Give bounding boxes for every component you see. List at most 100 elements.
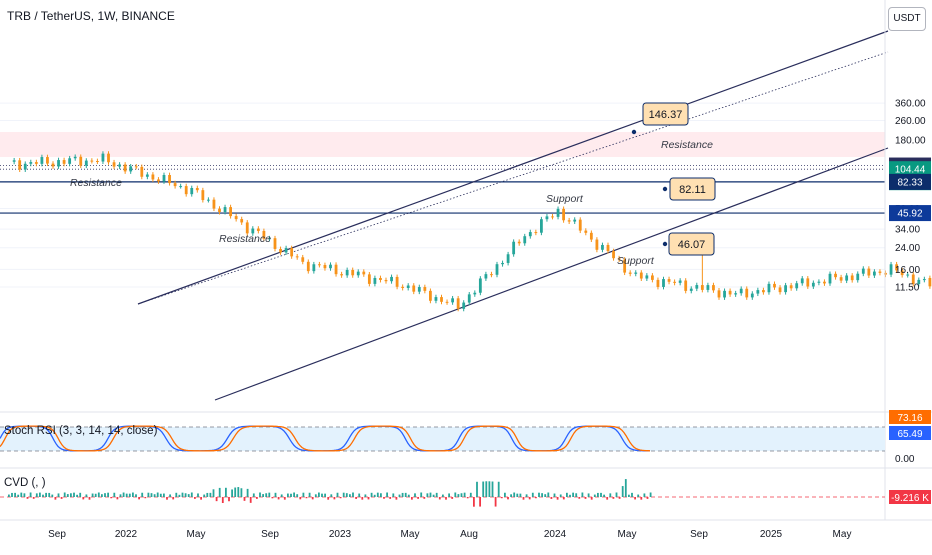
candle-body <box>506 254 510 263</box>
cvd-bar <box>110 497 113 499</box>
cvd-title: CVD (, ) <box>4 477 46 489</box>
cvd-bar <box>606 497 609 500</box>
cvd-bar <box>516 493 519 497</box>
candle-body <box>134 166 138 168</box>
candle-body <box>79 156 83 166</box>
cvd-bar <box>572 492 574 497</box>
candle-body <box>512 241 516 255</box>
time-tick-label: Sep <box>261 529 279 540</box>
cvd-bar <box>51 494 54 497</box>
price-callout-text: 46.07 <box>678 239 706 251</box>
candle-body <box>279 248 282 253</box>
cvd-bar <box>135 494 137 497</box>
candle-body <box>207 199 210 201</box>
candle-body <box>423 287 427 291</box>
chart-annotation: Resistance <box>219 233 271 245</box>
candle-body <box>501 262 504 265</box>
cvd-bar <box>535 497 537 499</box>
candle-body <box>484 274 488 279</box>
cvd-bar <box>469 492 472 497</box>
candle-body <box>406 285 410 288</box>
cvd-bar <box>544 494 547 497</box>
candle-body <box>922 279 926 281</box>
candle-body <box>739 288 743 294</box>
candle-body <box>345 269 349 276</box>
cvd-bar <box>361 497 364 500</box>
candle-body <box>268 238 271 240</box>
cvd-bar <box>494 497 497 507</box>
candle-body <box>606 244 610 252</box>
currency-button[interactable]: USDT <box>888 7 926 31</box>
candle-body <box>473 292 477 295</box>
cvd-bar <box>380 493 382 497</box>
price-tick-label: 24.00 <box>895 243 920 254</box>
cvd-bar <box>457 494 460 497</box>
cvd-bar <box>128 493 131 497</box>
cvd-bar <box>538 492 540 497</box>
candle-body <box>445 301 449 303</box>
resistance-zone <box>0 132 885 157</box>
candle-body <box>34 162 38 164</box>
cvd-bar <box>612 497 615 499</box>
cvd-bar <box>249 497 252 503</box>
cvd-bar <box>8 494 10 497</box>
cvd-bar <box>252 493 255 497</box>
chart-annotation: Support <box>617 255 655 267</box>
cvd-bar <box>97 492 100 497</box>
stoch-band <box>0 427 885 451</box>
price-callout-text: 82.11 <box>679 184 706 196</box>
candle-body <box>318 264 321 266</box>
cvd-bar <box>262 494 264 497</box>
candle-body <box>417 287 421 292</box>
cvd-bar <box>240 488 243 497</box>
cvd-bar <box>460 493 463 497</box>
time-tick-label: Sep <box>48 529 66 540</box>
cvd-bar <box>259 492 261 497</box>
cvd-bar <box>296 494 299 497</box>
cvd-bar <box>35 493 38 497</box>
candle-body <box>695 285 699 289</box>
cvd-bar <box>578 497 581 499</box>
candle-body <box>51 163 55 167</box>
cvd-bar <box>70 493 72 497</box>
cvd-bar <box>373 494 376 497</box>
cvd-bar <box>17 494 20 497</box>
cvd-bar <box>138 497 140 500</box>
channel-upper-line <box>137 30 889 305</box>
cvd-bar <box>541 493 543 497</box>
cvd-bar <box>398 494 401 497</box>
cvd-bar <box>349 494 351 497</box>
candle-body <box>745 288 749 298</box>
cvd-bar <box>166 497 168 500</box>
time-tick-label: 2025 <box>760 529 783 540</box>
cvd-bar <box>29 492 32 497</box>
cvd-bar <box>79 492 82 497</box>
cvd-bar <box>116 497 119 500</box>
candle-body <box>129 166 133 172</box>
cvd-bar <box>445 497 447 500</box>
cvd-bar <box>122 492 125 497</box>
cvd-bar <box>209 492 212 497</box>
cvd-bar <box>600 492 602 497</box>
cvd-bar <box>448 493 450 497</box>
candle-body <box>495 264 499 275</box>
cvd-bar <box>531 492 534 497</box>
candle-body <box>334 264 338 275</box>
candle-body <box>928 277 932 287</box>
cvd-bar <box>426 493 429 497</box>
price-callout <box>668 232 715 256</box>
cvd-bar <box>184 493 187 497</box>
cvd-bar <box>302 492 305 497</box>
candle-body <box>673 281 676 283</box>
cvd-bar <box>156 492 159 497</box>
cvd-bar <box>333 497 336 500</box>
candle-body <box>351 269 355 276</box>
cvd-bar <box>113 492 116 497</box>
candle-body <box>601 244 604 250</box>
cvd-bar <box>330 494 333 497</box>
cvd-bar <box>94 493 97 497</box>
candle-body <box>478 278 482 293</box>
candle-body <box>101 153 105 162</box>
cvd-bar <box>352 492 354 497</box>
candle-body <box>362 271 366 275</box>
